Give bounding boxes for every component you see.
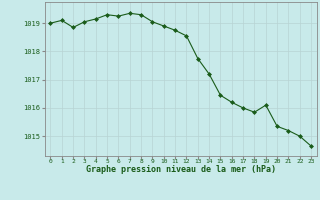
- X-axis label: Graphe pression niveau de la mer (hPa): Graphe pression niveau de la mer (hPa): [86, 165, 276, 174]
